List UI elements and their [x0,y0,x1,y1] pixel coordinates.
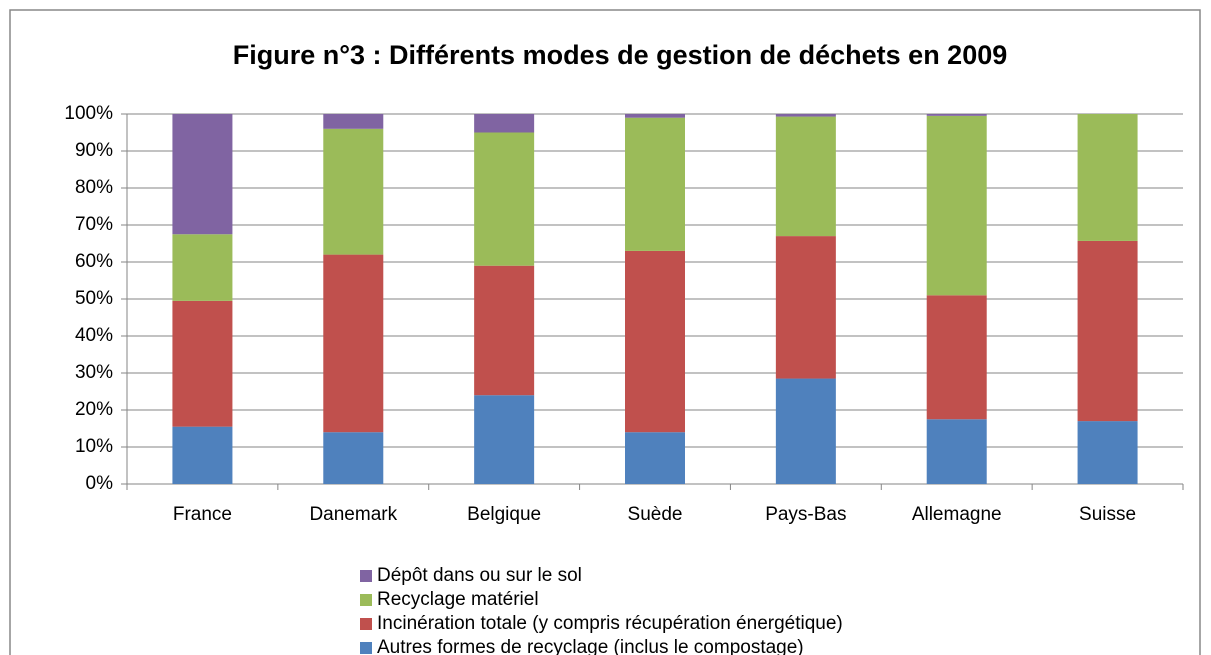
y-tick-label: 40% [75,325,113,346]
y-tick-label: 100% [64,103,113,124]
y-tick-label: 30% [75,362,113,383]
bar-segment [474,114,535,133]
legend-swatch [360,642,372,654]
bar-segment [775,114,836,117]
bar-segment [775,236,836,379]
bar-segment [1077,240,1138,422]
bar-segment [323,254,384,433]
y-tick-label: 80% [75,177,113,198]
legend-swatch [360,594,372,606]
y-tick-label: 50% [75,288,113,309]
legend-label: Incinération totale (y compris récupérat… [377,613,843,634]
bar-segment [926,419,987,484]
bar-segment [625,250,685,433]
legend-label: Dépôt dans ou sur le sol [377,565,582,586]
bar-segment [775,116,836,237]
bar-segment [926,295,987,420]
bar-segment [474,395,535,484]
x-tick-label: Pays-Bas [765,504,846,525]
bar-segment [323,432,384,484]
legend-label: Autres formes de recyclage (inclus le co… [377,637,804,655]
bar-segment [172,234,233,301]
y-tick-label: 90% [75,140,113,161]
legend-swatch [360,618,372,630]
x-tick-label: Allemagne [912,504,1002,525]
legend-label: Recyclage matériel [377,589,539,610]
x-tick-label: Suède [628,504,683,525]
bar-segment [625,114,685,118]
bar-segment [926,115,987,296]
bar-segment [474,132,535,266]
x-tick-label: Belgique [467,504,541,525]
y-tick-label: 20% [75,399,113,420]
y-tick-label: 60% [75,251,113,272]
bar-segment [172,300,233,427]
bar-segment [474,265,535,396]
bar-segment [1077,114,1138,241]
bar-segment [323,114,384,129]
x-tick-label: Danemark [309,504,397,525]
y-tick-label: 0% [86,473,114,494]
legend-swatch [360,570,372,582]
x-tick-label: France [173,504,232,525]
bar-segment [172,426,233,484]
bar-segment [625,117,685,251]
bar-segment [1077,421,1138,484]
chart-title: Figure n°3 : Différents modes de gestion… [233,40,1008,70]
y-tick-label: 70% [75,214,113,235]
bar-segment [775,378,836,484]
bar-segment [172,114,233,235]
y-tick-label: 10% [75,436,113,457]
bar-segment [625,432,685,484]
bar-segment [926,114,987,116]
x-tick-label: Suisse [1079,504,1136,525]
bar-segment [323,128,384,255]
